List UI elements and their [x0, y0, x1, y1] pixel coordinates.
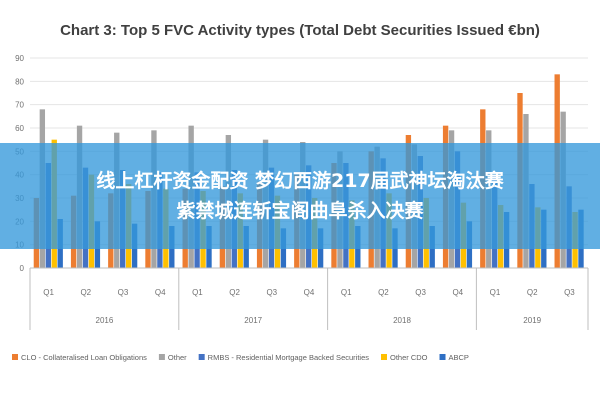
banner-line-1: 线上杠杆资金配资 梦幻西游217届武神坛淘汰赛	[96, 170, 504, 192]
y-tick-label: 80	[15, 77, 24, 86]
legend-swatch	[439, 354, 446, 360]
x-tick-label: Q3	[415, 288, 426, 297]
legend: CLO - Collateralised Loan Obligations Oth…	[12, 353, 469, 362]
x-tick-label: Q1	[192, 288, 203, 297]
legend-swatch	[158, 354, 165, 360]
y-tick-label: 60	[15, 124, 24, 133]
x-tick-label: Q2	[80, 288, 91, 297]
legend-label: RMBS - Residential Mortgage Backed Secur…	[208, 353, 370, 362]
chart-title: Chart 3: Top 5 FVC Activity types (Total…	[60, 22, 540, 39]
overlay-banner[interactable]: 线上杠杆资金配资 梦幻西游217届武神坛淘汰赛 紫禁城连斩宝阁曲阜杀入决赛	[0, 143, 600, 249]
x-tick-label: Q4	[304, 288, 315, 297]
x-axis: Q1 Q2 Q3 Q4 Q1 Q2 Q3 Q4 Q1 Q2 Q3 Q4 Q1 Q2 Q3 2016 2017 20…	[29, 267, 589, 330]
year-label: 2017	[244, 316, 262, 325]
year-label: 2016	[96, 316, 114, 325]
y-tick-label: 70	[15, 101, 24, 110]
x-tick-label: Q2	[378, 288, 389, 297]
x-tick-label: Q3	[564, 288, 575, 297]
year-label: 2018	[393, 316, 411, 325]
legend-label: Other CDO	[390, 353, 428, 362]
x-tick-label: Q1	[43, 288, 54, 297]
x-tick-label: Q1	[341, 288, 352, 297]
x-tick-label: Q2	[229, 288, 240, 297]
banner-line-2: 紫禁城连斩宝阁曲阜杀入决赛	[176, 200, 424, 222]
legend-swatch	[12, 354, 18, 360]
legend-label: ABCP	[449, 353, 469, 362]
x-tick-label: Q4	[452, 288, 463, 297]
legend-label: CLO - Collateralised Loan Obligations	[21, 353, 147, 362]
legend-swatch	[381, 354, 387, 360]
legend-swatch	[198, 354, 205, 360]
x-tick-label: Q3	[266, 288, 277, 297]
legend-label: Other	[168, 353, 187, 362]
y-tick-label: 0	[20, 264, 25, 273]
x-tick-label: Q3	[118, 288, 129, 297]
x-tick-label: Q4	[155, 288, 166, 297]
y-tick-label: 90	[15, 54, 24, 63]
x-tick-label: Q2	[527, 288, 538, 297]
x-tick-label: Q1	[490, 288, 501, 297]
year-label: 2019	[523, 316, 541, 325]
